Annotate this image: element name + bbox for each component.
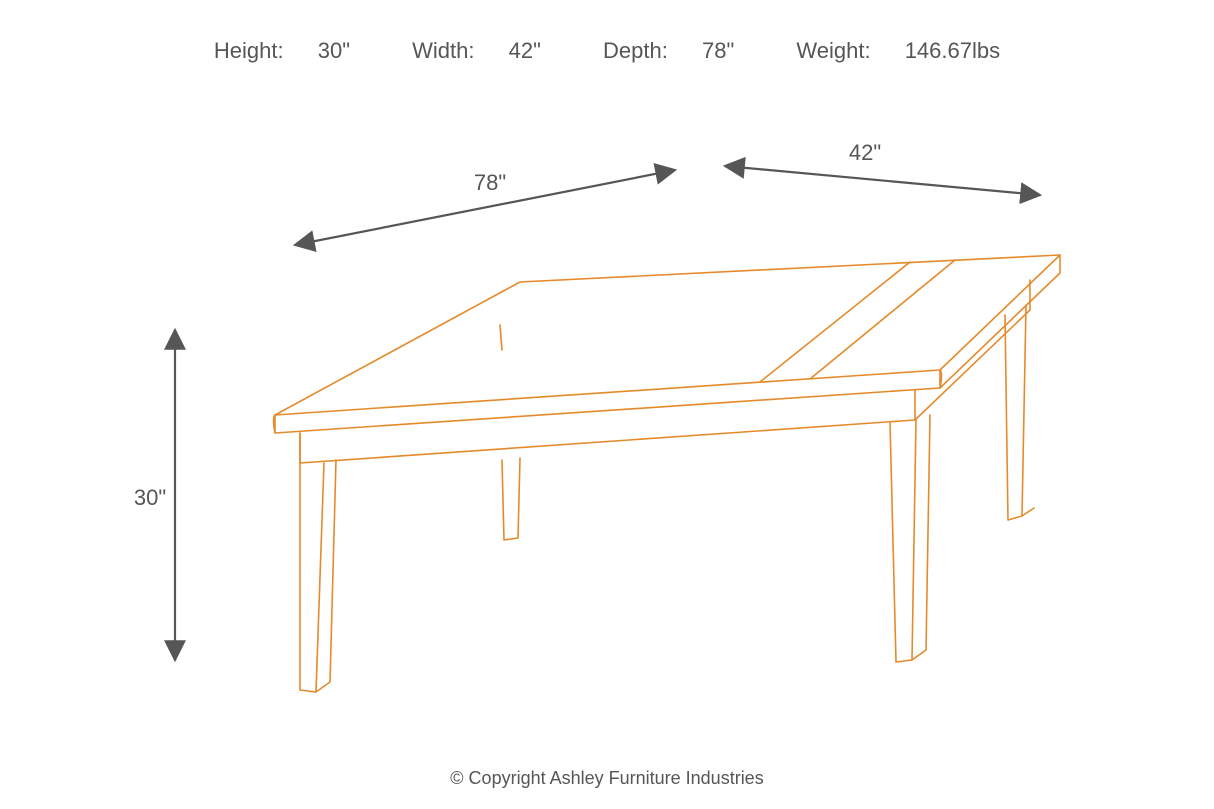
width-label: 42" xyxy=(849,140,881,165)
width-arrow xyxy=(725,166,1040,195)
height-label: 30" xyxy=(134,485,166,510)
spec-height: Height: 30" xyxy=(200,38,364,63)
spec-weight: Weight: 146.67lbs xyxy=(782,38,1014,63)
spec-width: Width: 42" xyxy=(398,38,555,63)
table-outline xyxy=(274,255,1061,692)
depth-label: 78" xyxy=(474,170,506,195)
copyright-notice: © Copyright Ashley Furniture Industries xyxy=(0,768,1214,789)
spec-depth: Depth: 78" xyxy=(589,38,748,63)
spec-bar: Height: 30" Width: 42" Depth: 78" Weight… xyxy=(0,38,1214,64)
table-diagram: 78" 42" 30" xyxy=(120,100,1120,760)
